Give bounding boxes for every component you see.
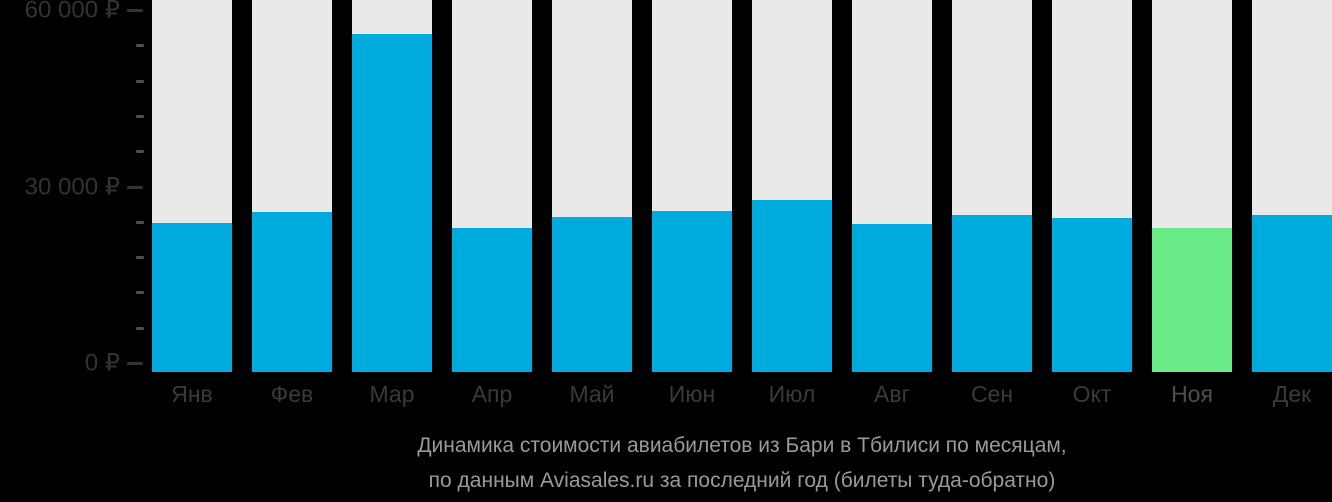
y-major-tick-0	[127, 362, 143, 365]
month-label-9: Сен	[970, 381, 1014, 407]
month-label-12: Дек	[1272, 381, 1312, 407]
y-minor-tick-24000	[136, 220, 144, 224]
y-minor-tick-54000	[136, 44, 144, 48]
chart-caption: Динамика стоимости авиабилетов из Бари в…	[152, 428, 1332, 498]
month-label-1: Янв	[171, 381, 213, 407]
y-axis: 0 ₽ 30 000 ₽ 60 000 ₽	[0, 0, 152, 377]
bar-track-1	[152, 0, 232, 372]
bar-track-11	[1152, 0, 1232, 372]
y-axis-label-30000: 30 000 ₽	[24, 173, 120, 200]
bar-8[interactable]	[852, 224, 932, 372]
bar-track-7	[752, 0, 832, 372]
bar-11-highlighted[interactable]	[1152, 228, 1232, 372]
month-label-3: Мар	[369, 381, 415, 407]
bar-track-4	[452, 0, 532, 372]
bar-track-12	[1252, 0, 1332, 372]
y-minor-tick-12000	[136, 291, 144, 295]
bar-track-5	[552, 0, 632, 372]
bar-6[interactable]	[652, 210, 732, 372]
month-label-5: Май	[569, 381, 615, 407]
bar-track-2	[252, 0, 332, 372]
bar-5[interactable]	[552, 217, 632, 372]
bar-12[interactable]	[1252, 215, 1332, 372]
y-major-tick-30000	[127, 185, 143, 189]
bar-4[interactable]	[452, 227, 532, 372]
month-label-6: Июн	[668, 381, 716, 407]
month-label-8: Авг	[874, 381, 910, 407]
bar-track-9	[952, 0, 1032, 372]
y-major-tick-60000	[127, 9, 143, 12]
y-minor-tick-48000	[136, 79, 144, 83]
bar-track-6	[652, 0, 732, 372]
y-minor-tick-36000	[136, 150, 144, 154]
month-label-11: Ноя	[1171, 381, 1213, 407]
bar-2[interactable]	[252, 212, 332, 372]
month-label-7: Июл	[768, 381, 816, 407]
y-minor-tick-6000	[136, 326, 144, 330]
plot-area	[152, 0, 1332, 372]
month-label-10: Окт	[1072, 381, 1112, 407]
bar-track-8	[852, 0, 932, 372]
month-label-4: Апр	[471, 381, 513, 407]
y-axis-label-60000: 60 000 ₽	[24, 0, 120, 24]
bar-7[interactable]	[752, 199, 832, 372]
month-label-2: Фев	[270, 381, 314, 407]
x-axis: Янв Фев Мар Апр Май Июн Июл Авг Сен Окт Ноя Дек	[152, 380, 1332, 408]
y-axis-label-0: 0 ₽	[84, 349, 120, 377]
caption-line-1: Динамика стоимости авиабилетов из Бари в…	[417, 434, 1067, 457]
bar-track-3	[352, 0, 432, 372]
caption-line-2: по данным Aviasales.ru за последний год …	[428, 469, 1056, 492]
bar-track-10	[1052, 0, 1132, 372]
bar-10[interactable]	[1052, 218, 1132, 372]
y-minor-tick-18000	[136, 256, 144, 260]
bar-1[interactable]	[152, 223, 232, 372]
bar-9[interactable]	[952, 214, 1032, 372]
bar-3[interactable]	[352, 34, 432, 372]
y-minor-tick-42000	[136, 114, 144, 118]
